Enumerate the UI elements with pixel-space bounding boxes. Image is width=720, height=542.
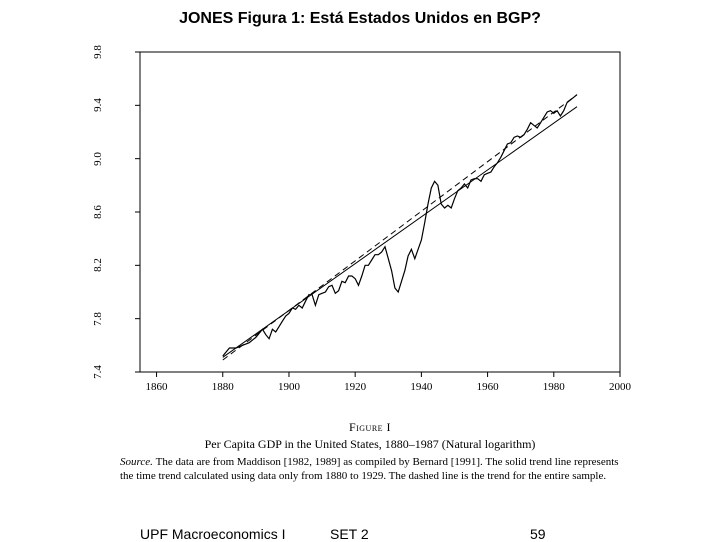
series-trend_1880_1929 — [223, 107, 577, 358]
y-tick: 8.6 — [92, 202, 104, 222]
caption-label: Figure I — [120, 420, 620, 435]
caption-source-text: The data are from Maddison [1982, 1989] … — [120, 456, 619, 482]
y-tick: 7.4 — [92, 362, 104, 382]
svg-text:1940: 1940 — [410, 381, 433, 393]
figure-caption: Figure I Per Capita GDP in the United St… — [120, 420, 620, 484]
chart-svg: 1860 1880 1900 1920 1940 1960 1980 2000 — [100, 44, 640, 404]
series-actual — [223, 95, 577, 356]
page-title: JONES Figura 1: Está Estados Unidos en B… — [0, 10, 720, 28]
svg-text:1880: 1880 — [212, 381, 235, 393]
svg-text:1960: 1960 — [477, 381, 500, 393]
y-tick: 9.4 — [92, 95, 104, 115]
svg-text:1920: 1920 — [344, 381, 367, 393]
y-tick: 9.8 — [92, 42, 104, 62]
slide: JONES Figura 1: Está Estados Unidos en B… — [0, 0, 720, 540]
caption-title: Per Capita GDP in the United States, 188… — [120, 437, 620, 452]
y-tick: 8.2 — [92, 255, 104, 275]
svg-text:1860: 1860 — [146, 381, 169, 393]
svg-text:1980: 1980 — [543, 381, 566, 393]
caption-source-lead: Source. — [120, 456, 156, 468]
gdp-chart: 1860 1880 1900 1920 1940 1960 1980 2000 — [100, 44, 640, 404]
caption-source: Source. The data are from Maddison [1982… — [120, 456, 620, 484]
svg-text:1900: 1900 — [278, 381, 301, 393]
y-tick: 9.0 — [92, 149, 104, 169]
svg-text:2000: 2000 — [609, 381, 632, 393]
y-tick: 7.8 — [92, 309, 104, 329]
